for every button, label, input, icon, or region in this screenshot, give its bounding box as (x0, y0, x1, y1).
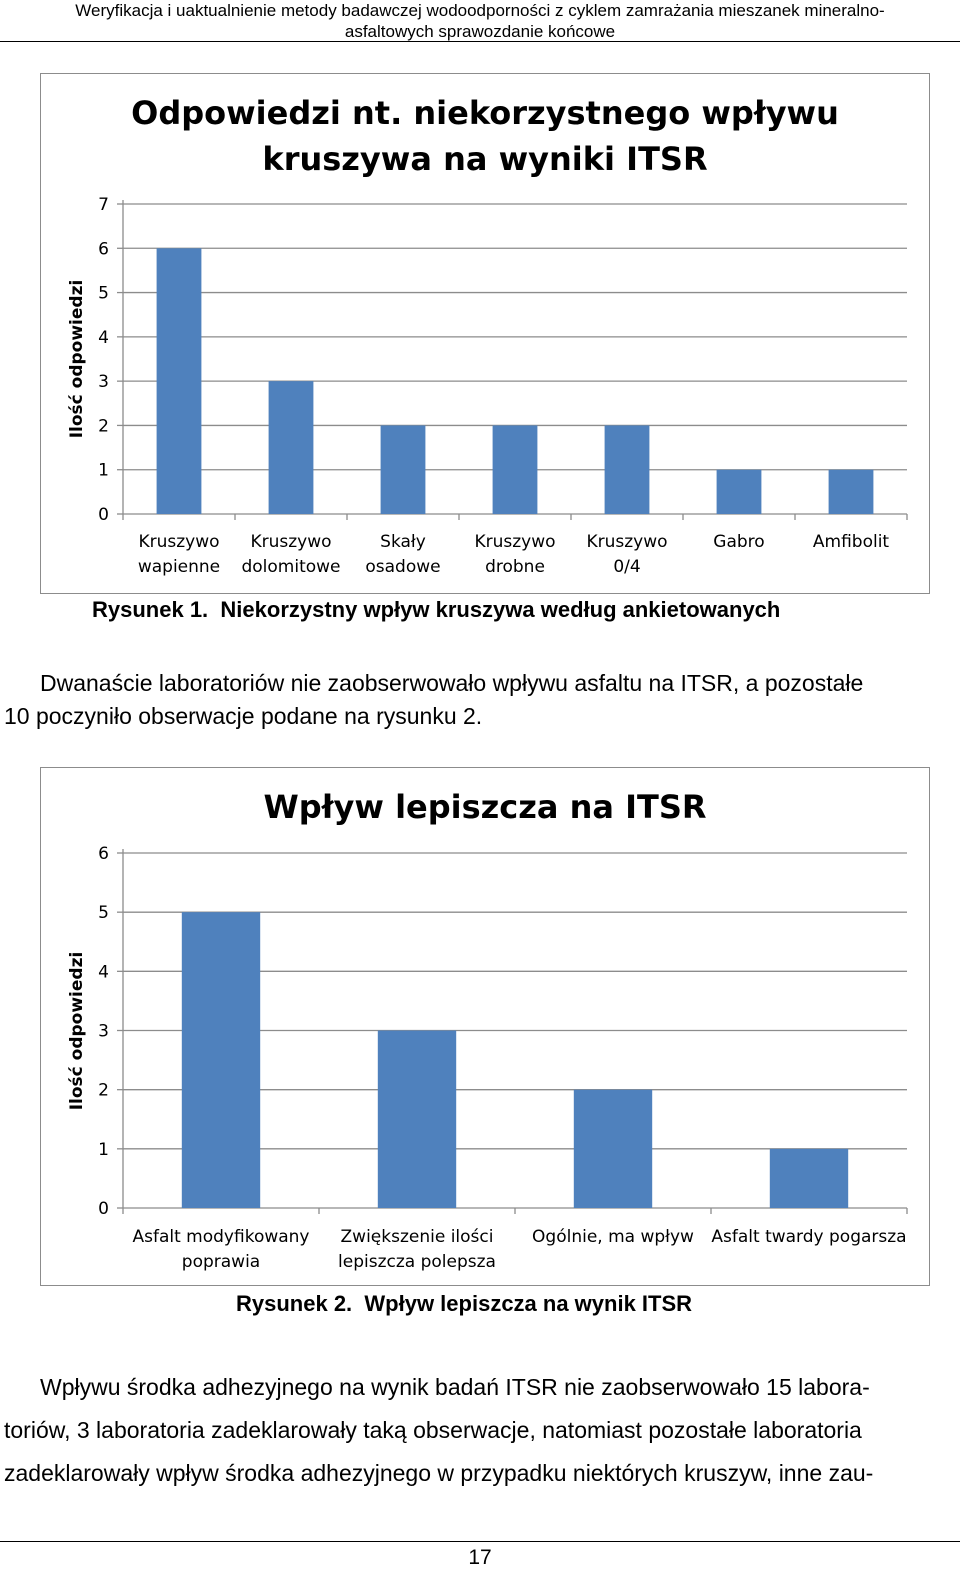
chart2-y-tick-label: 6 (98, 844, 109, 864)
chart1-category-label: 0/4 (613, 557, 640, 577)
chart1-bar-7 (828, 469, 874, 514)
chart2-category-label: poprawia (182, 1252, 260, 1272)
paragraph1-line1: Dwanaście laboratoriów nie zaobserwowało… (40, 670, 864, 696)
paragraph2: Wpływu środka adhezyjnego na wynik badań… (4, 1366, 951, 1495)
figure2-caption: Rysunek 2. Wpływ lepiszcza na wynik ITSR (236, 1291, 692, 1317)
chart1-category-label: Kruszywo (586, 532, 667, 552)
running-header: Weryfikacja i uaktualnienie metody badaw… (0, 0, 960, 42)
chart1-y-axis-label: Ilość odpowiedzi (67, 280, 87, 439)
running-header-line1: Weryfikacja i uaktualnienie metody badaw… (75, 1, 885, 20)
chart1-category-label: Kruszywo (474, 532, 555, 552)
chart1-category-label: osadowe (365, 557, 440, 577)
paragraph1-line2: 10 poczyniło obserwacje podane na rysunk… (4, 703, 483, 729)
figure2-chart-svg: Wpływ lepiszcza na ITSR Ilość odpowiedzi 0… (67, 788, 908, 1272)
chart2-category-label: Asfalt modyfikowany (133, 1227, 310, 1247)
chart2-y-tick-label: 0 (98, 1199, 109, 1219)
chart2-bar-1 (181, 912, 261, 1208)
figure1-chart-svg: Odpowiedzi nt. niekorzystnego wpływu krus… (67, 94, 908, 577)
chart1-bar-3 (380, 425, 426, 514)
running-header-line2: asfaltowych sprawozdanie końcowe (344, 22, 616, 41)
chart2-y-tick-label: 4 (98, 962, 109, 982)
page-number: 17 (468, 1546, 492, 1569)
chart1-y-tick-label: 3 (98, 372, 109, 392)
paragraph2-line2: toriów, 3 laboratoria zadeklarowały taką… (4, 1417, 862, 1443)
chart1-bar-5 (604, 425, 650, 514)
chart1-title-line1: Odpowiedzi nt. niekorzystnego wpływu (131, 94, 839, 132)
chart2-bar-3 (573, 1089, 653, 1208)
figure1-chart: Odpowiedzi nt. niekorzystnego wpływu krus… (40, 73, 930, 594)
chart1-category-label: Amfibolit (813, 532, 890, 552)
chart1-category-label: Kruszywo (138, 532, 219, 552)
figure2-caption-number: Rysunek 2. (236, 1291, 353, 1316)
chart1-category-label: Kruszywo (250, 532, 331, 552)
chart2-y-tick-label: 2 (98, 1081, 109, 1101)
chart2-category-label: Ogólnie, ma wpływ (532, 1227, 694, 1247)
chart1-bar-4 (492, 425, 538, 514)
chart2-bar-2 (377, 1030, 457, 1208)
figure1-caption-number: Rysunek 1. (92, 597, 209, 622)
chart2-y-tick-label: 1 (98, 1140, 109, 1160)
chart1-y-tick-label: 7 (98, 195, 109, 215)
chart2-y-axis-label: Ilość odpowiedzi (67, 952, 87, 1111)
figure1-caption-text: Niekorzystny wpływ kruszywa według ankie… (220, 597, 781, 622)
chart1-category-label: dolomitowe (241, 557, 340, 577)
chart1-y-tick-label: 6 (98, 239, 109, 259)
chart1-bar-2 (268, 381, 314, 514)
chart2-title-line1: Wpływ lepiszcza na ITSR (263, 788, 706, 826)
chart1-y-tick-label: 4 (98, 328, 109, 348)
chart1-category-label: drobne (485, 557, 545, 577)
paragraph1: Dwanaście laboratoriów nie zaobserwowało… (4, 667, 951, 733)
chart2-category-label: Asfalt twardy pogarsza (711, 1227, 906, 1247)
chart1-y-tick-label: 0 (98, 505, 109, 525)
chart2-y-tick-label: 5 (98, 903, 109, 923)
chart2-category-label: lepiszcza polepsza (338, 1252, 496, 1272)
chart2-bar-4 (769, 1148, 849, 1208)
chart1-y-tick-label: 2 (98, 416, 109, 436)
chart2-category-label: Zwiększenie ilości (341, 1227, 494, 1247)
chart2-y-tick-label: 3 (98, 1022, 109, 1042)
chart1-category-label: Skały (380, 532, 426, 552)
footer-rule (0, 1541, 960, 1542)
chart1-category-label: Gabro (713, 532, 764, 552)
paragraph2-line3: zadeklarowały wpływ środka adhezyjnego w… (4, 1460, 874, 1486)
figure1-caption: Rysunek 1. Niekorzystny wpływ kruszywa w… (92, 597, 780, 623)
chart1-title-line2: kruszywa na wyniki ITSR (262, 140, 707, 178)
figure2-chart: Wpływ lepiszcza na ITSR Ilość odpowiedzi 0… (40, 767, 930, 1286)
chart1-y-tick-label: 5 (98, 284, 109, 304)
chart1-bar-1 (156, 248, 202, 515)
chart1-y-tick-label: 1 (98, 461, 109, 481)
chart1-bar-6 (716, 469, 762, 514)
chart1-category-label: wapienne (138, 557, 220, 577)
figure2-caption-text: Wpływ lepiszcza na wynik ITSR (364, 1291, 693, 1316)
paragraph2-line1: Wpływu środka adhezyjnego na wynik badań… (40, 1374, 870, 1400)
